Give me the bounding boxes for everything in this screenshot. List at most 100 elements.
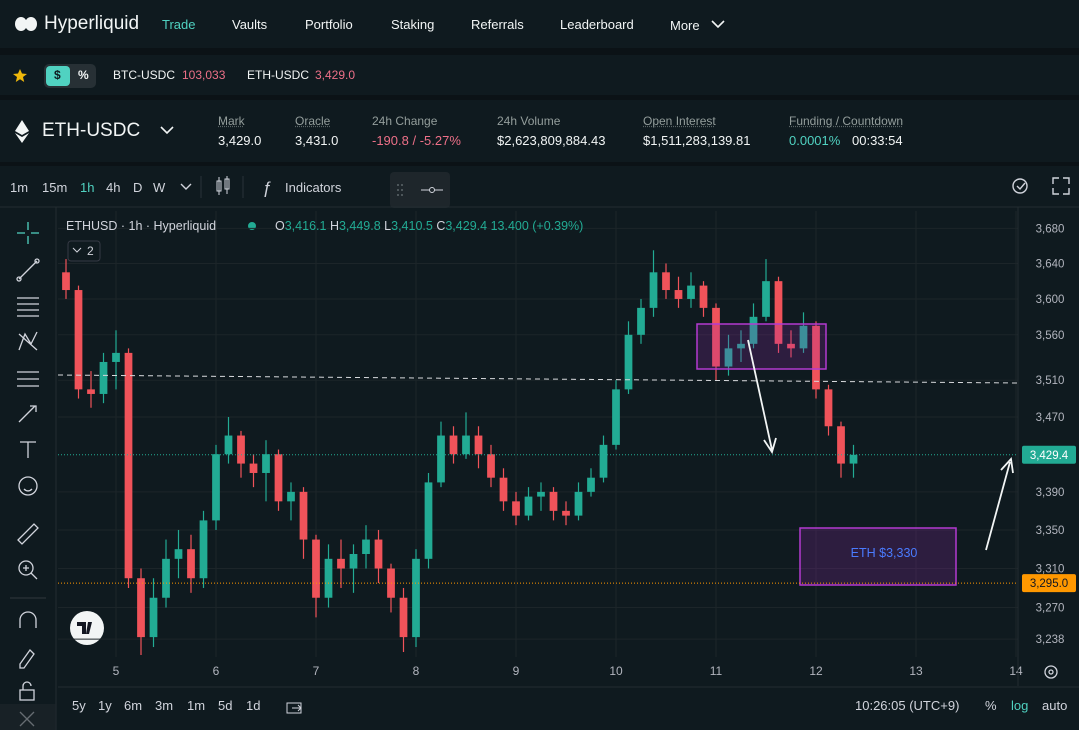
candle-body <box>424 482 433 559</box>
star-icon[interactable] <box>13 69 27 82</box>
ticker-symbol[interactable]: BTC-USDC <box>113 68 175 82</box>
drag-handle[interactable] <box>397 184 403 196</box>
candle-body <box>437 435 445 483</box>
candle-body <box>174 549 183 559</box>
candle-body <box>199 520 208 579</box>
screenshot-icon[interactable] <box>1012 178 1028 194</box>
chevron[interactable] <box>180 183 192 190</box>
candle-body <box>687 285 695 299</box>
candle-body <box>624 334 633 390</box>
interval[interactable]: 15m <box>42 180 68 195</box>
candle-body <box>749 316 758 344</box>
stat-label: 24h Change <box>372 114 438 128</box>
settings-icon[interactable] <box>1044 665 1058 679</box>
candle-body <box>112 352 120 362</box>
candle-icon[interactable] <box>216 176 230 195</box>
range[interactable]: 1m <box>187 698 206 713</box>
candle-body <box>699 285 708 308</box>
candle-body <box>187 549 195 579</box>
legend-value: 3,416.1 <box>284 219 327 233</box>
candle-body <box>162 558 170 598</box>
interval[interactable]: 1h <box>80 180 95 195</box>
candle-body <box>799 325 808 349</box>
percent-toggle[interactable]: % <box>985 698 997 713</box>
log-toggle[interactable]: log <box>1011 698 1029 713</box>
stat-label: 24h Volume <box>497 114 561 128</box>
nav-item[interactable]: Leaderboard <box>560 17 634 32</box>
fx-icon[interactable]: ƒ <box>262 178 271 197</box>
brand[interactable]: Hyperliquid <box>44 13 140 34</box>
y-tick-label: 3,470 <box>1036 412 1065 424</box>
line-tool[interactable] <box>421 187 443 193</box>
stat-label: Oracle <box>295 114 331 128</box>
drawing-tools[interactable] <box>10 222 46 727</box>
range[interactable]: 1d <box>246 698 261 713</box>
stat-label: Mark <box>218 114 245 128</box>
alert-label: 3,295.0 <box>1030 578 1068 590</box>
x-tick-label: 14 <box>1009 664 1023 678</box>
interval[interactable]: D <box>133 180 143 195</box>
floating-toolbar[interactable] <box>390 172 450 208</box>
fullscreen-icon[interactable] <box>1052 177 1070 195</box>
interval[interactable]: 1m <box>10 180 29 195</box>
candle-body <box>412 558 420 638</box>
interval[interactable]: 4h <box>106 180 121 195</box>
toggle-active[interactable] <box>46 66 70 86</box>
nav-item[interactable]: Portfolio <box>305 17 353 32</box>
candle-body <box>74 290 83 390</box>
tv-logo <box>70 611 104 645</box>
candle-body <box>299 491 308 540</box>
range[interactable]: 1y <box>98 698 112 713</box>
legend-key: L <box>384 219 392 233</box>
candle-body <box>124 352 133 579</box>
collapse-count[interactable]: 2 <box>87 244 94 258</box>
chevron[interactable] <box>160 126 174 135</box>
candle-body <box>349 554 358 569</box>
toggle-option[interactable]: $ <box>54 68 61 82</box>
legend-title: ETHUSD · 1h · Hyperliquid <box>66 219 217 233</box>
nav-item[interactable]: More <box>670 18 700 33</box>
toggle-option[interactable]: % <box>78 68 89 82</box>
y-tick-label: 3,270 <box>1036 603 1065 615</box>
y-tick-label: 3,238 <box>1036 634 1065 646</box>
candle-body <box>637 307 645 335</box>
auto-toggle[interactable]: auto <box>1042 698 1068 713</box>
ticker-symbol[interactable]: ETH-USDC <box>247 68 309 82</box>
stat-value: 3,429.0 <box>218 133 262 148</box>
stat-value: 0.0001% <box>789 133 841 148</box>
chevron[interactable] <box>72 247 82 253</box>
candle-body <box>324 558 333 598</box>
candle-body <box>812 325 820 390</box>
candle-body <box>837 426 845 464</box>
y-tick-label: 3,510 <box>1036 375 1065 387</box>
legend-value: 3,429.4 <box>445 219 488 233</box>
range[interactable]: 6m <box>124 698 143 713</box>
goto-date[interactable] <box>286 702 302 714</box>
nav-item[interactable]: Staking <box>391 17 435 32</box>
market-symbol[interactable]: ETH-USDC <box>42 120 141 141</box>
nav-item[interactable]: Trade <box>162 17 196 32</box>
candle-body <box>449 435 458 455</box>
candle-body <box>399 597 408 638</box>
y-tick-label: 3,350 <box>1036 525 1065 537</box>
x-tick-label: 5 <box>113 664 120 678</box>
collapse-button[interactable] <box>67 240 101 262</box>
target-box <box>799 527 957 586</box>
nav-item[interactable]: Vaults <box>232 17 268 32</box>
legend-key: O <box>275 219 285 233</box>
range[interactable]: 5d <box>218 698 233 713</box>
stat-value: $1,511,283,139.81 <box>643 133 751 148</box>
range[interactable]: 5y <box>72 698 86 713</box>
last-price-tag <box>1022 445 1076 464</box>
chart-panel <box>0 166 1079 730</box>
candle-body <box>649 272 658 308</box>
legend-value: 3,410.5 <box>391 219 433 233</box>
indicators[interactable]: Indicators <box>285 180 342 195</box>
interval[interactable]: W <box>153 180 166 195</box>
range[interactable]: 3m <box>155 698 174 713</box>
candle-body <box>512 501 520 516</box>
y-tick-label: 3,640 <box>1036 258 1065 270</box>
legend-key: H <box>329 219 339 233</box>
x-tick-label: 7 <box>313 664 320 678</box>
nav-item[interactable]: Referrals <box>471 17 524 32</box>
